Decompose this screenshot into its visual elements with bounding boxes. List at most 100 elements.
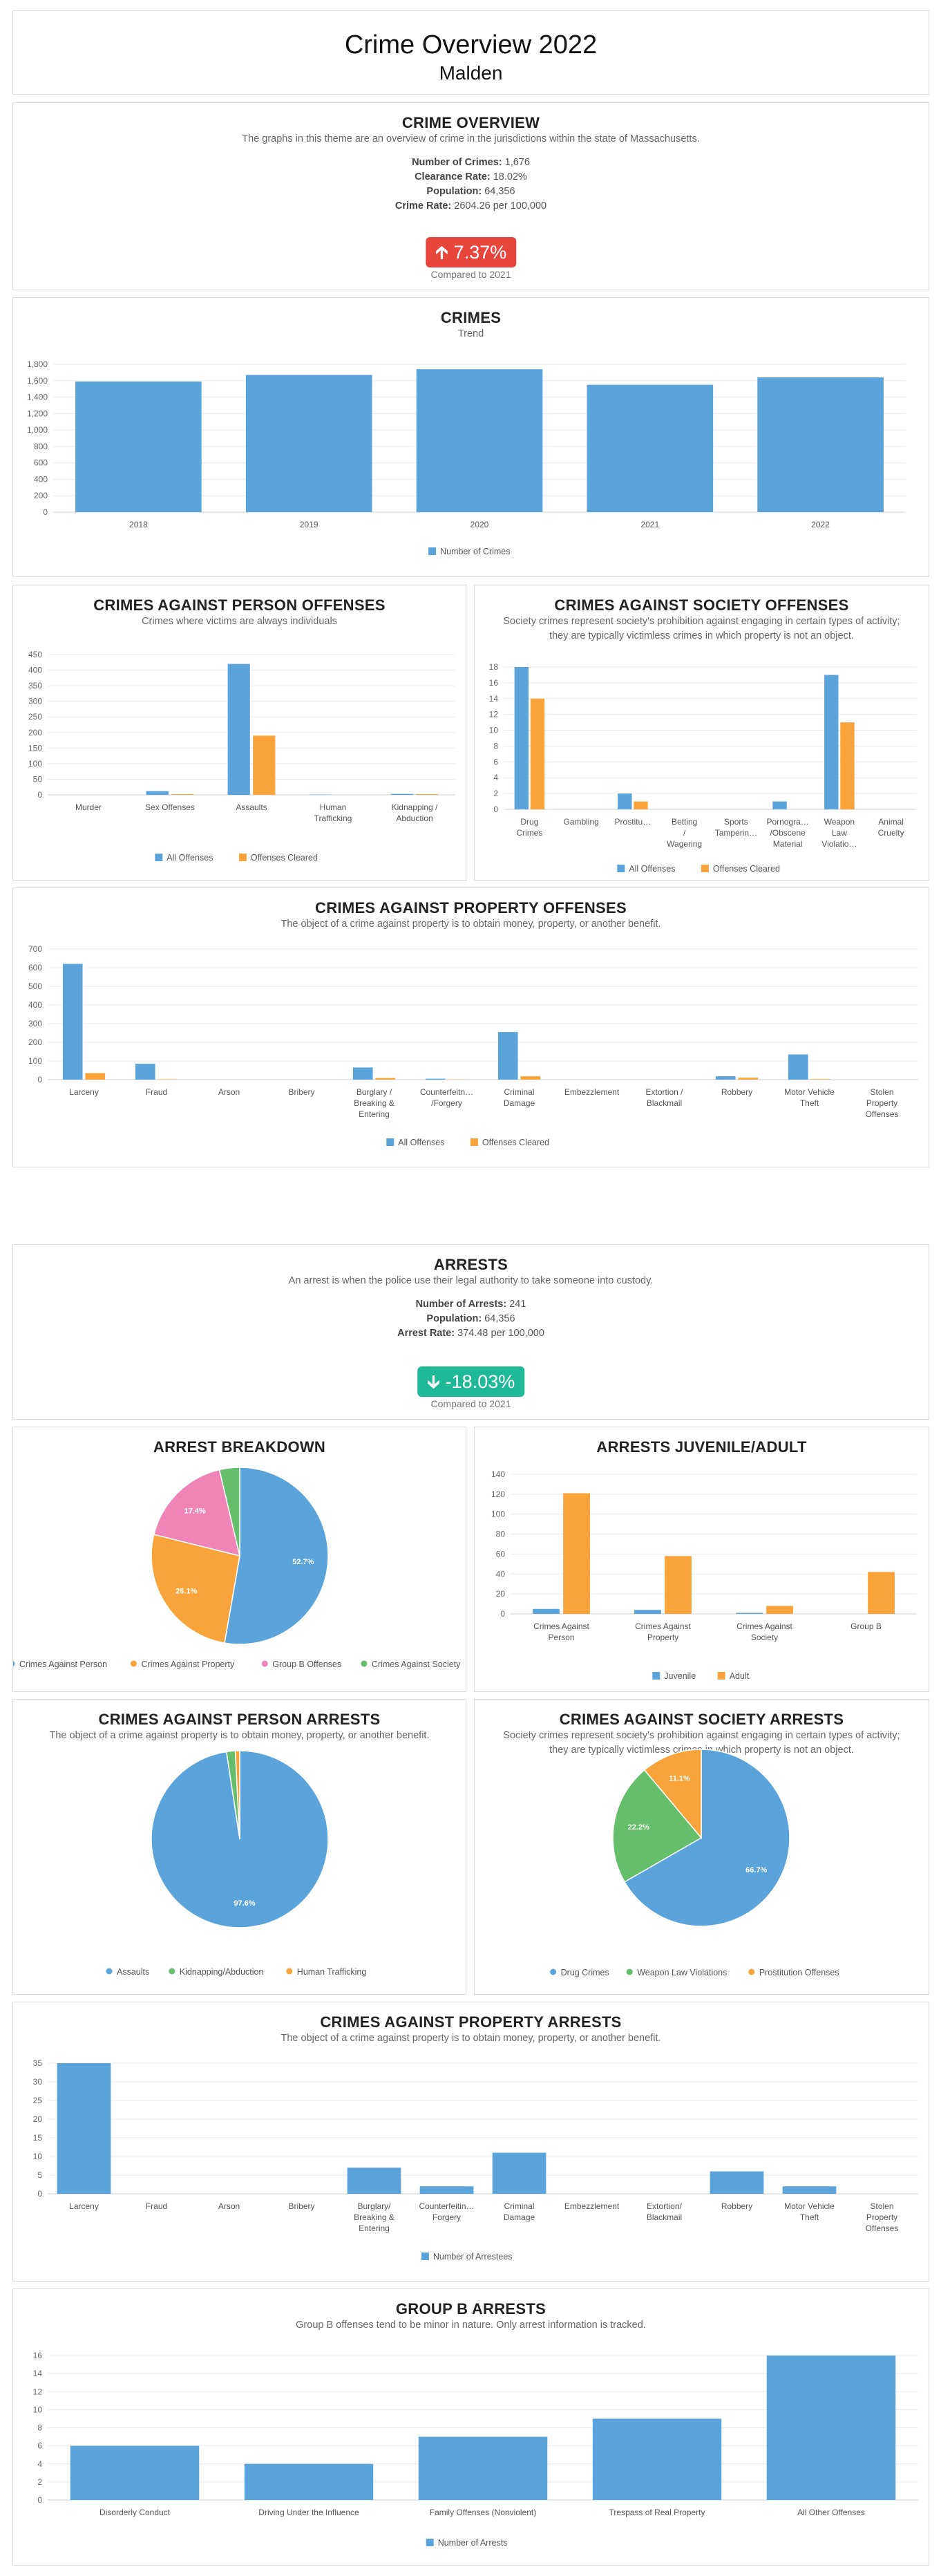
pie-slice-crimes-against-society (218, 1467, 240, 1557)
bar-juvenile (634, 1610, 661, 1614)
legend-label: Number of Arrests (438, 2538, 508, 2548)
y-tick-label: 400 (28, 1000, 42, 1010)
x-tick-label: Disorderly Conduct (99, 2508, 171, 2517)
bar-juvenile (736, 1613, 763, 1614)
y-tick-label: 15 (33, 2133, 43, 2143)
x-tick-label: 2018 (129, 520, 148, 529)
y-tick-label: 12 (489, 710, 499, 720)
y-tick-label: 0 (43, 507, 48, 517)
bar-all-offenses (497, 1032, 518, 1080)
arrests-description: An arrest is when the police use their l… (288, 1275, 654, 1286)
x-tick-label: Larceny (69, 2201, 99, 2211)
bar-number-of-arrests (70, 2445, 200, 2500)
legend-label: Adult (730, 1671, 750, 1681)
y-tick-label: 200 (28, 1037, 42, 1047)
x-tick-label: Driving Under the Influence (258, 2508, 359, 2517)
bar-all-offenses (514, 667, 529, 809)
x-tick-label: Crimes Against Society (736, 1621, 792, 1642)
y-tick-label: 100 (28, 1056, 42, 1066)
x-tick-label: 2019 (300, 520, 319, 529)
x-tick-label: 2022 (811, 520, 830, 529)
arrest-breakdown-title: ARREST BREAKDOWN (153, 1438, 326, 1456)
x-tick-label: Drug Crimes (516, 817, 542, 838)
y-tick-label: 6 (493, 757, 498, 767)
x-tick-label: All Other Offenses (797, 2508, 865, 2517)
x-tick-label: Animal Cruelty (878, 817, 904, 838)
bar-number-of-crimes (245, 375, 372, 512)
bar-offenses-cleared (171, 794, 194, 795)
arrests-stats: Number of Arrests: 241 Population: 64,35… (13, 1297, 929, 1341)
pie-slice-group-b-offenses (153, 1469, 241, 1557)
y-tick-label: 200 (34, 491, 48, 500)
legend-label: Offenses Cleared (482, 1138, 549, 1147)
y-tick-label: 100 (491, 1510, 505, 1519)
y-tick-label: 50 (33, 774, 43, 784)
x-tick-label: Stolen Property Offenses (866, 2201, 899, 2233)
legend-label: Weapon Law Violations (637, 1968, 727, 1977)
legend-label: Juvenile (664, 1671, 696, 1681)
y-tick-label: 80 (496, 1530, 506, 1539)
header-panel: Crime Overview 2022 Malden (12, 10, 929, 95)
group-b-title: GROUP B ARRESTS (395, 2300, 546, 2318)
stat-number-of-arrests: Number of Arrests: 241 (415, 1299, 526, 1310)
person-arrests-subtitle: The object of a crime against property i… (49, 1730, 430, 1741)
bar-all-offenses (352, 1067, 373, 1080)
y-tick-label: 0 (37, 2189, 42, 2199)
property-arrests-subtitle: The object of a crime against property i… (281, 2033, 661, 2044)
bar-offenses-cleared (530, 698, 545, 809)
y-tick-label: 1,600 (27, 376, 48, 386)
x-tick-label: Criminal Damage (504, 1087, 535, 1108)
bar-number-of-arrestees (57, 2063, 111, 2194)
legend-label: Offenses Cleared (251, 853, 318, 863)
y-tick-label: 20 (33, 2114, 43, 2124)
y-tick-label: 2 (37, 2477, 42, 2487)
y-tick-label: 10 (33, 2152, 43, 2161)
y-tick-label: 0 (37, 1075, 42, 1084)
crimes-chart: 0 200 400 600 800 1,000 1,200 1,400 1,600 1,800 20… (27, 359, 906, 556)
bar-number-of-arrestees (347, 2168, 401, 2194)
bar-adult (868, 1572, 895, 1614)
y-tick-label: 350 (28, 681, 42, 690)
crimes-trend-panel: CRIMES Trend 0 200 400 600 800 1,000 1,200 1,40… (12, 297, 929, 577)
legend-label: Crimes Against Person (19, 1660, 107, 1669)
legend-label: Group B Offenses (272, 1660, 341, 1669)
bar-juvenile (533, 1608, 560, 1614)
page-title: Crime Overview 2022 (344, 30, 598, 59)
y-tick-label: 12 (33, 2387, 43, 2396)
legend-swatch (106, 1968, 113, 1975)
y-tick-label: 4 (493, 773, 498, 782)
legend-swatch (155, 854, 163, 861)
y-tick-label: 300 (28, 697, 42, 706)
bar-adult (665, 1556, 692, 1614)
x-tick-label: Bribery (288, 1087, 314, 1097)
legend-label: All Offenses (398, 1138, 444, 1147)
bar-number-of-arrestees (710, 2171, 764, 2194)
pie-slice-label: 52.7% (292, 1558, 314, 1566)
x-tick-label: Trespass of Real Property (609, 2508, 705, 2517)
stat-crime-rate: Crime Rate: 2604.26 per 100,000 (395, 200, 547, 211)
society-arrests-title: CRIMES AGAINST SOCIETY ARRESTS (559, 1711, 844, 1728)
y-tick-label: 0 (37, 2495, 42, 2505)
crime-overview-title: CRIME OVERVIEW (401, 114, 540, 131)
y-tick-label: 1,000 (27, 425, 48, 435)
crimes-subtitle: Trend (457, 328, 484, 339)
crime-overview-stats: Number of Crimes: 1,676 Clearance Rate: … (13, 156, 929, 214)
bar-number-of-crimes (75, 381, 202, 512)
stat-population: Population: 64,356 (426, 186, 515, 197)
y-tick-label: 1,400 (27, 393, 48, 402)
x-tick-label: 2020 (470, 520, 489, 529)
person-offenses-chart: 0 50 100 150 200 250 300 350 400 450 Murder Sex Off… (28, 650, 455, 863)
x-tick-label: Larceny (69, 1087, 99, 1097)
legend-swatch (238, 854, 247, 861)
y-tick-label: 1,800 (27, 359, 48, 369)
y-tick-label: 16 (33, 2351, 43, 2360)
group-b-chart: 0 2 4 6 8 10 12 14 16 Disorderly Conduct Driving U… (33, 2351, 918, 2548)
bar-all-offenses (146, 791, 169, 795)
stat-clearance-rate: Clearance Rate: 18.02% (415, 171, 527, 182)
legend-swatch (13, 1661, 15, 1666)
legend-label: Number of Crimes (440, 547, 510, 556)
bar-offenses-cleared (738, 1078, 759, 1080)
juvenile-adult-chart: 0 20 40 60 80 100 120 140 Crimes Against Person Cr… (491, 1469, 917, 1681)
bar-number-of-arrests (766, 2356, 896, 2500)
x-tick-label: Stolen Property Offenses (866, 1087, 899, 1119)
